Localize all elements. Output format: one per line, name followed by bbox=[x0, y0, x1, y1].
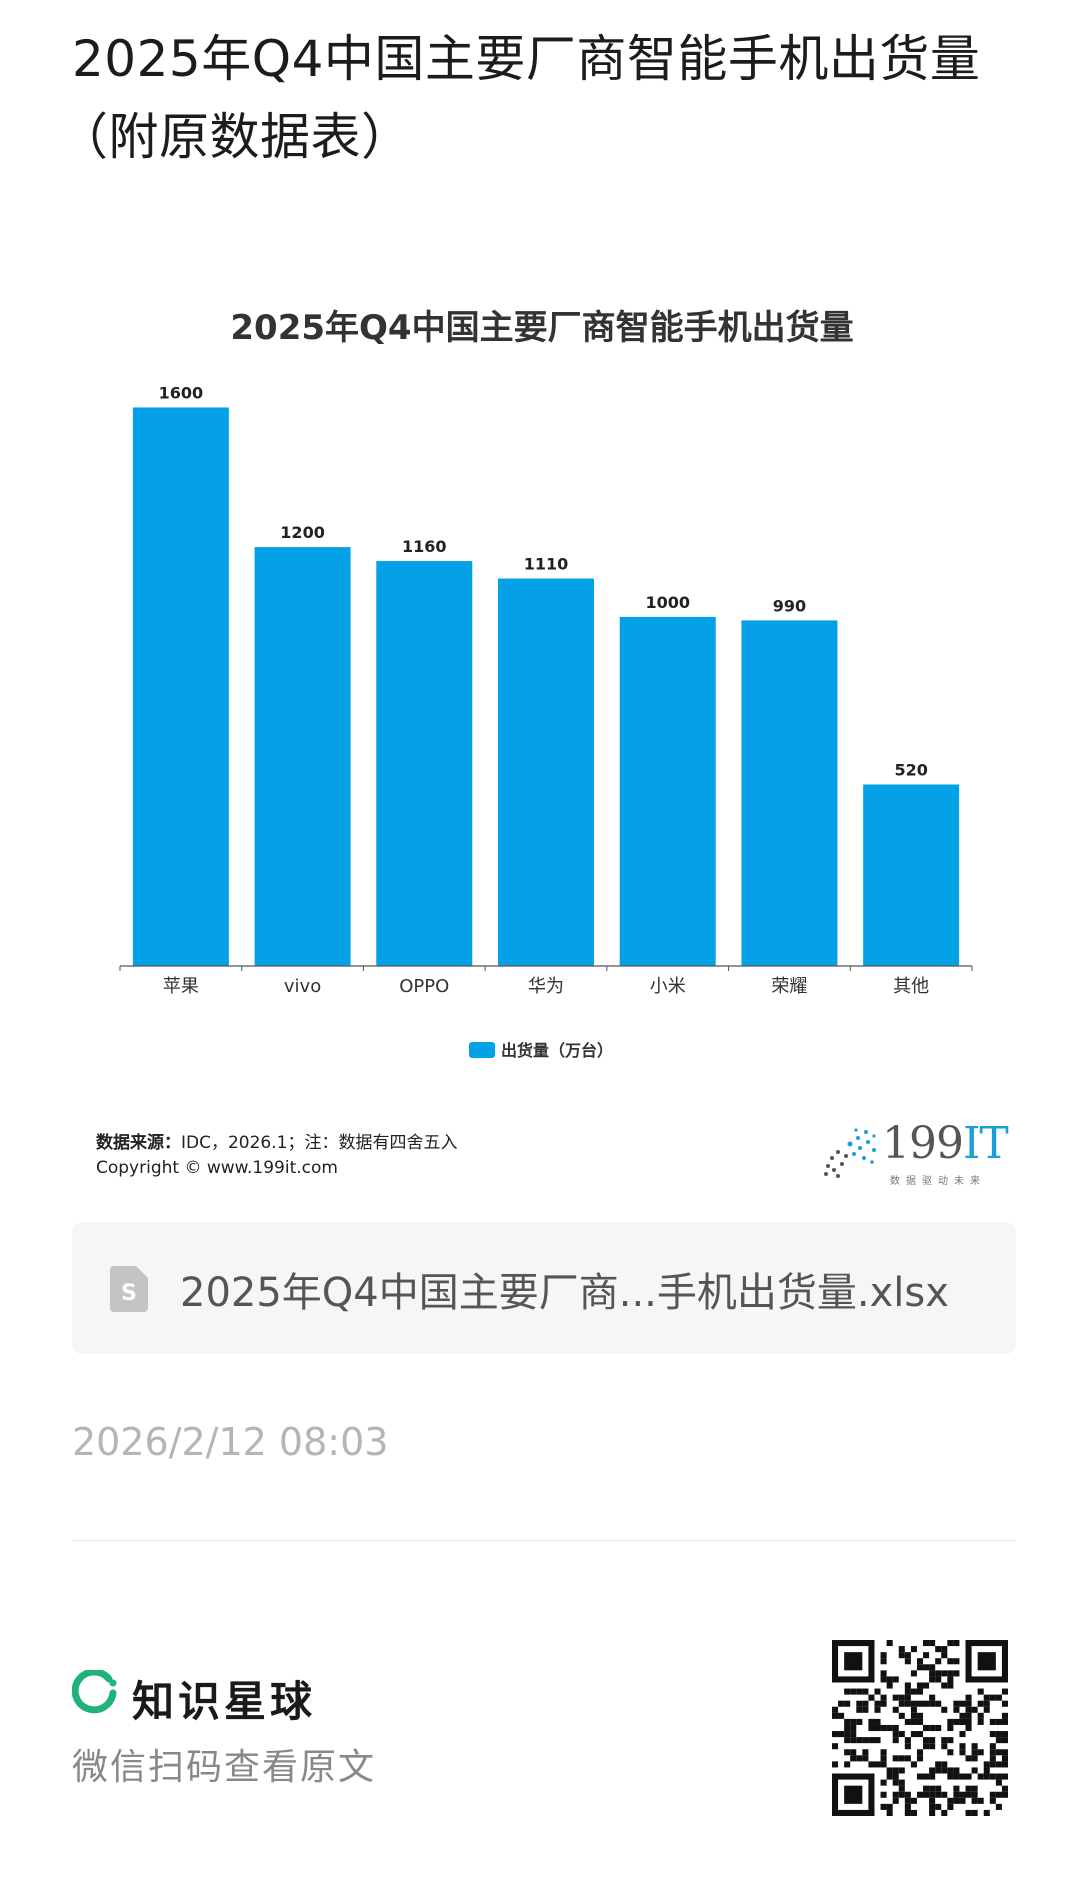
page-title-line2: （附原数据表） bbox=[58, 108, 412, 166]
page-title-line1: 2025年Q4中国主要厂商智能手机出货量 bbox=[72, 30, 981, 88]
legend-swatch bbox=[469, 1042, 495, 1058]
data-source-text: IDC，2026.1；注：数据有四舍五入 bbox=[181, 1133, 458, 1153]
brand-tagline: 数据驱动未来 bbox=[890, 1176, 986, 1187]
post-timestamp: 2026/2/12 08:03 bbox=[72, 1420, 389, 1464]
chart-title: 2025年Q4中国主要厂商智能手机出货量 bbox=[230, 308, 854, 348]
attachment-card[interactable]: S 2025年Q4中国主要厂商...手机出货量.xlsx bbox=[72, 1222, 1016, 1354]
brand-logo: 199IT 数据驱动未来 bbox=[816, 1118, 1016, 1188]
divider bbox=[72, 1540, 1016, 1541]
chart-image: 2025年Q4中国主要厂商智能手机出货量 1600 苹果 1200 vivo 1160 O… bbox=[72, 270, 1022, 1200]
app-name: 知识星球 bbox=[132, 1677, 317, 1726]
x-tick-label: vivo bbox=[284, 976, 321, 997]
bar-6 bbox=[863, 784, 960, 966]
bar-value-label: 1600 bbox=[159, 383, 204, 402]
data-source: 数据来源：IDC，2026.1；注：数据有四舍五入 bbox=[96, 1128, 457, 1153]
bar-4 bbox=[619, 616, 716, 966]
svg-text:S: S bbox=[121, 1281, 137, 1306]
bar-1 bbox=[254, 547, 351, 966]
attachment-filename: 2025年Q4中国主要厂商...手机出货量.xlsx bbox=[180, 1270, 949, 1316]
x-tick-label: 苹果 bbox=[163, 976, 199, 997]
bar-3 bbox=[498, 578, 594, 966]
bar-chart: 1600 苹果 1200 vivo 1160 OPPO 1110 华为 1000 小米 990 荣耀 5… bbox=[119, 383, 973, 1060]
bar-0 bbox=[132, 407, 229, 966]
page-title: 2025年Q4中国主要厂商智能手机出货量 （附原数据表） bbox=[58, 20, 1012, 176]
bar-value-label: 990 bbox=[773, 596, 806, 615]
zsxq-ring-icon bbox=[72, 1670, 117, 1714]
spreadsheet-file-icon: S bbox=[110, 1266, 148, 1312]
bar-value-label: 1160 bbox=[402, 537, 447, 556]
legend-label: 出货量（万台） bbox=[501, 1041, 613, 1060]
qr-code-icon[interactable] bbox=[832, 1640, 1008, 1816]
x-tick-label: 其他 bbox=[893, 976, 929, 997]
copyright: Copyright © www.199it.com bbox=[96, 1158, 338, 1178]
x-tick-label: OPPO bbox=[399, 976, 449, 997]
bar-value-label: 1110 bbox=[524, 555, 569, 574]
x-tick-label: 华为 bbox=[528, 976, 564, 997]
x-tick-label: 荣耀 bbox=[771, 976, 807, 997]
scan-hint: 微信扫码查看原文 bbox=[72, 1747, 377, 1788]
data-source-label: 数据来源： bbox=[96, 1133, 181, 1153]
bar-2 bbox=[376, 561, 473, 966]
bar-value-label: 520 bbox=[894, 760, 927, 779]
bar-value-label: 1200 bbox=[280, 523, 325, 542]
x-tick-label: 小米 bbox=[650, 976, 686, 997]
bar-value-label: 1000 bbox=[645, 593, 690, 612]
brand-name: 199IT bbox=[882, 1118, 1009, 1169]
dandelion-logo-icon bbox=[824, 1128, 876, 1178]
bar-5 bbox=[741, 620, 838, 966]
